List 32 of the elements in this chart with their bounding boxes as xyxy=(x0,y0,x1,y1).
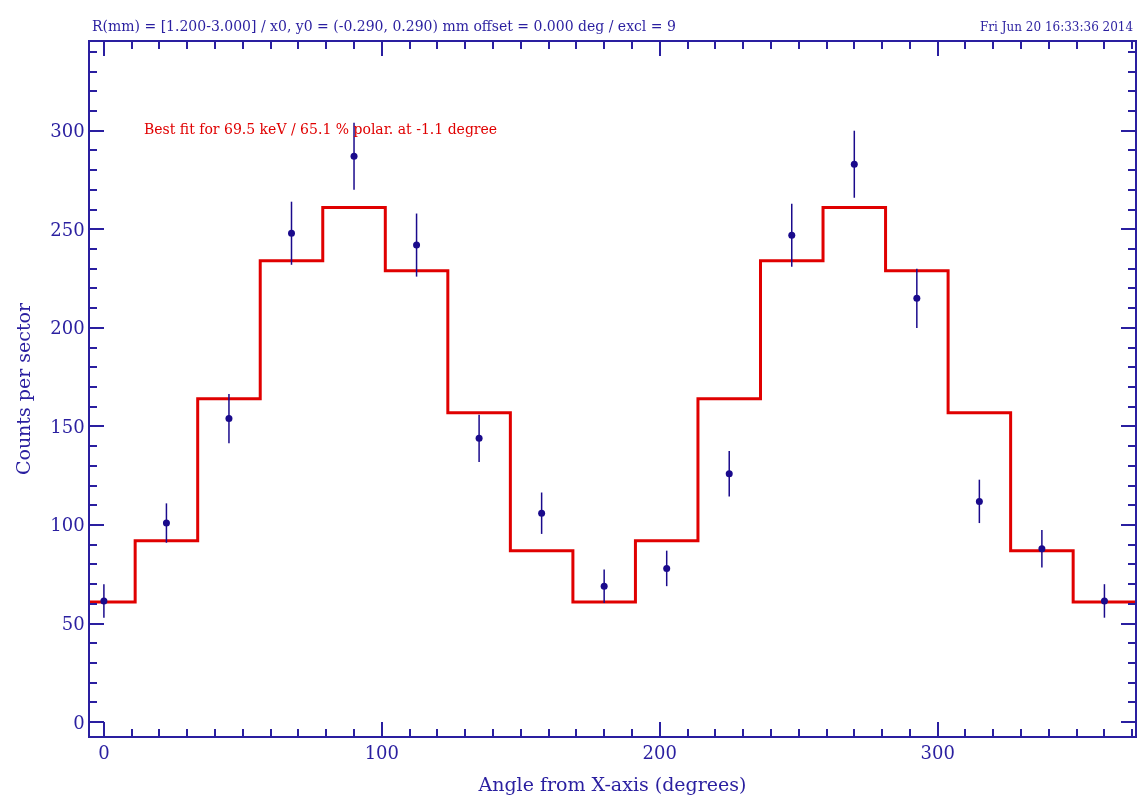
point xyxy=(850,160,858,168)
point xyxy=(788,231,796,239)
y-axis-title: Counts per sector xyxy=(11,301,34,476)
point xyxy=(100,597,108,605)
x-tick-label: 200 xyxy=(642,742,677,764)
x-tick-label: 100 xyxy=(364,742,399,764)
y-tick-label: 50 xyxy=(61,612,85,634)
point xyxy=(975,497,983,505)
point xyxy=(725,470,733,478)
y-tick-label: 100 xyxy=(50,514,85,536)
point xyxy=(413,241,421,249)
text: Fri Jun 20 16:33:36 2014 xyxy=(980,20,1134,34)
point xyxy=(913,294,921,302)
y-tick-label: 0 xyxy=(73,711,85,733)
point xyxy=(350,152,358,160)
x-tick-label: 0 xyxy=(98,742,110,764)
x-tick-label: 300 xyxy=(920,742,955,764)
text: R(mm) = [1.200-3.000] / x0, y0 = (-0.290, 0.290) mm offset = 0.000 deg / excl = 9 xyxy=(92,18,676,34)
point xyxy=(663,564,671,572)
point xyxy=(538,509,546,517)
y-tick-label: 300 xyxy=(50,120,85,142)
y-tick-label: 150 xyxy=(50,415,85,437)
point xyxy=(475,434,483,442)
point xyxy=(1100,597,1108,605)
point xyxy=(288,229,295,237)
y-tick-label: 250 xyxy=(50,218,85,240)
point xyxy=(225,415,233,423)
y-tick-label: 200 xyxy=(50,317,85,339)
point xyxy=(1038,545,1046,553)
point xyxy=(162,519,170,527)
point xyxy=(600,582,608,590)
x-axis-title: Angle from X-axis (degrees) xyxy=(477,772,747,795)
